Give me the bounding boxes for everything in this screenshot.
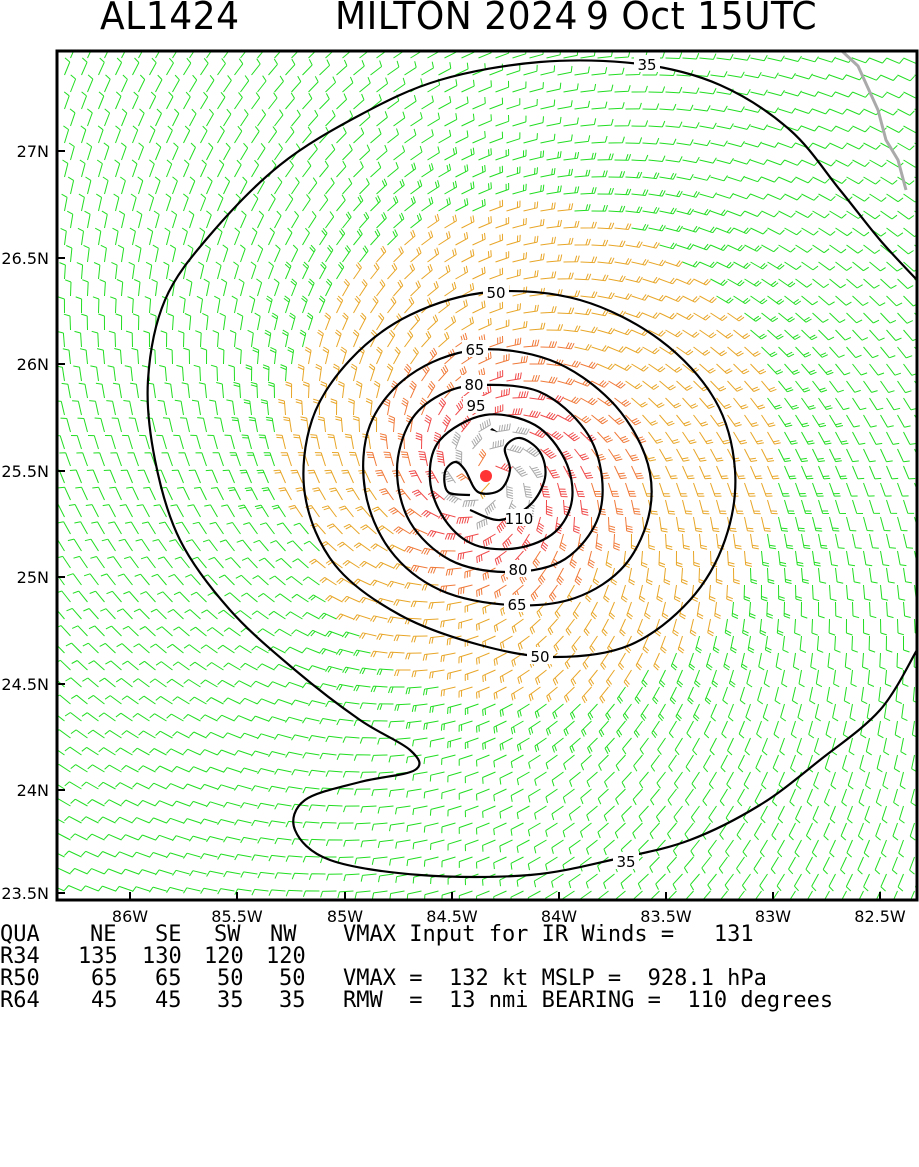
- contour-label: 110: [505, 510, 534, 528]
- lat-tick-label: 25N: [17, 568, 49, 587]
- radius-ne: 65: [91, 968, 118, 990]
- quadrant-sw: SW: [214, 924, 241, 946]
- radius-ne: 45: [91, 990, 118, 1012]
- table-row: R64 45 45 35 35 RMW = 13 nmi BEARING = 1…: [0, 990, 53, 1012]
- row-label: R34: [0, 946, 40, 968]
- lon-tick-label: 83W: [755, 907, 791, 924]
- radius-se: 65: [155, 968, 182, 990]
- lat-tick-label: 24.5N: [1, 675, 49, 694]
- table-row: R50 65 65 50 50 VMAX = 132 kt MSLP = 928…: [0, 968, 53, 990]
- quadrant-nw: NW: [270, 924, 297, 946]
- contour-label: 65: [465, 341, 484, 359]
- lat-tick-label: 23.5N: [1, 884, 49, 903]
- table-header-row: QUA NE SE SW NW VMAX Input for IR Winds …: [0, 924, 53, 946]
- table-row: R34 135 130 120 120: [0, 946, 53, 968]
- radius-sw: 120: [204, 946, 244, 968]
- lat-tick-label: 27N: [17, 142, 49, 161]
- contour-label: 50: [486, 284, 505, 302]
- quadrant-ne: NE: [90, 924, 117, 946]
- storm-center-marker: [480, 470, 492, 482]
- contour-label: 35: [637, 56, 656, 74]
- vmax-input-note: VMAX Input for IR Winds = 131: [343, 924, 754, 946]
- wind-radii-table: QUA NE SE SW NW VMAX Input for IR Winds …: [0, 924, 919, 1014]
- radius-sw: 50: [217, 968, 244, 990]
- lat-tick-label: 26.5N: [1, 249, 49, 268]
- rmw-bearing-note: RMW = 13 nmi BEARING = 110 degrees: [343, 990, 833, 1012]
- title-bar: AL1424 MILTON 2024 9 Oct 15UTC: [0, 0, 919, 48]
- lon-tick-label: 86W: [112, 907, 148, 924]
- contour-label: 50: [530, 648, 549, 666]
- storm-name-year: MILTON 2024: [335, 0, 578, 38]
- radius-se: 130: [142, 946, 182, 968]
- lat-tick-label: 25.5N: [1, 462, 49, 481]
- contour-label: 65: [507, 596, 526, 614]
- radius-sw: 35: [217, 990, 244, 1012]
- contour-label: 35: [616, 853, 635, 871]
- radius-ne: 135: [78, 946, 118, 968]
- radius-se: 45: [155, 990, 182, 1012]
- contour-label: 80: [508, 561, 527, 579]
- lat-tick-label: 26N: [17, 355, 49, 374]
- quadrant-se: SE: [155, 924, 182, 946]
- radius-nw: 50: [279, 968, 306, 990]
- radius-nw: 35: [279, 990, 306, 1012]
- vmax-mslp-note: VMAX = 132 kt MSLP = 928.1 hPa: [343, 968, 767, 990]
- storm-id: AL1424: [100, 0, 240, 38]
- row-label: R64: [0, 990, 40, 1012]
- radius-nw: 120: [266, 946, 306, 968]
- contour-label: 95: [466, 397, 485, 415]
- datetime: 9 Oct 15UTC: [586, 0, 817, 38]
- row-label: QUA: [0, 924, 40, 946]
- lat-tick-label: 24N: [17, 781, 49, 800]
- contour-label: 80: [464, 376, 483, 394]
- row-label: R50: [0, 968, 40, 990]
- lon-tick-label: 82.5W: [854, 907, 906, 924]
